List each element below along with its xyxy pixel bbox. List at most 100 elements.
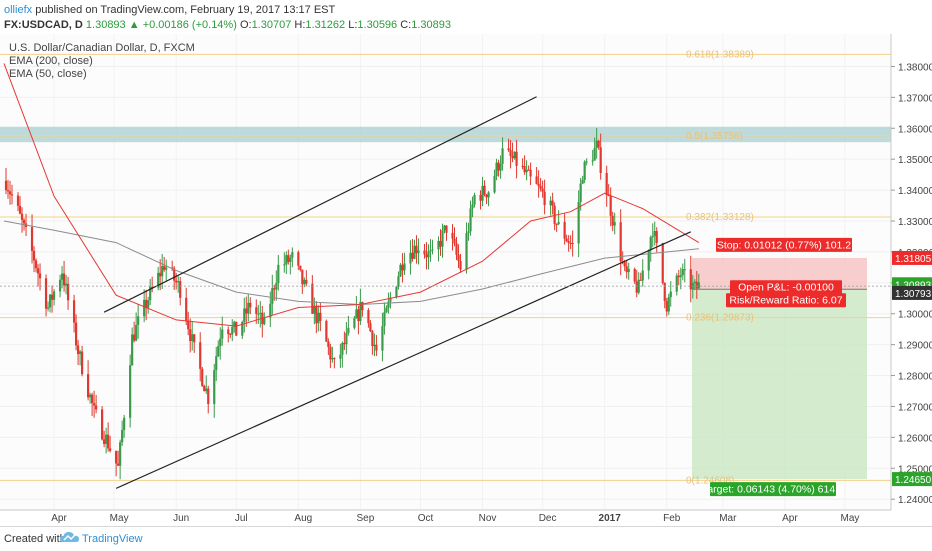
candle-body-150 — [425, 254, 428, 258]
candle-body-189 — [535, 176, 538, 184]
candle-body-122 — [345, 332, 348, 345]
close-value: 1.30893 — [411, 19, 451, 31]
candle-body-131 — [371, 331, 374, 347]
candle-body-226 — [637, 279, 640, 293]
candle-body-235 — [663, 283, 666, 302]
candle-body-200 — [565, 238, 568, 242]
candle-body-114 — [325, 320, 328, 342]
candle-body-90 — [257, 313, 260, 315]
candle-body-205 — [579, 183, 582, 202]
fib-label-4: 0(1.24608) — [686, 475, 734, 486]
tradingview-brand[interactable]: TradingView — [82, 533, 143, 545]
candle-body-227 — [639, 279, 642, 281]
candle-body-142 — [401, 264, 404, 271]
trade-layer: Stop: 0.01012 (0.77%) 101.2 Open P&L: -0.… — [0, 237, 891, 497]
candle-body-134 — [381, 326, 384, 351]
candle-body-159 — [451, 232, 454, 239]
ohlc-line: FX:USDCAD, D 1.30893 ▲ +0.00186 (+0.14%)… — [4, 19, 451, 31]
candle-body-103 — [291, 252, 294, 258]
candle-body-130 — [369, 323, 372, 332]
candle-body-248 — [697, 282, 700, 289]
candle-body-116 — [329, 346, 332, 360]
fib-label-2: 0.382(1.33128) — [686, 212, 754, 223]
candle-body-184 — [521, 165, 524, 167]
candle-body-128 — [361, 302, 364, 311]
entry-price-tag: 1.30793 — [895, 289, 932, 300]
x-tick-label-2: Jun — [173, 513, 189, 524]
candle-body-170 — [481, 185, 484, 201]
candle-body-0 — [4, 180, 8, 191]
candle-body-57 — [163, 266, 166, 270]
candle-body-70 — [201, 368, 204, 386]
stop-price-tag: 1.31805 — [895, 254, 932, 265]
candle-body-67 — [191, 334, 194, 342]
candle-body-172 — [485, 194, 488, 198]
candle-body-89 — [255, 307, 258, 314]
rr-label-box — [726, 293, 846, 308]
x-tick-label-11: Mar — [719, 513, 737, 524]
price-chart[interactable]: 0.618(1.38389) 0.5(1.35756) 0.382(1.33128)… — [0, 34, 932, 526]
candle-body-241 — [679, 275, 682, 278]
target-price-tag: 1.24650 — [895, 475, 932, 486]
candle-body-87 — [247, 302, 250, 314]
candle-body-5 — [18, 205, 22, 214]
candle-body-111 — [315, 305, 318, 324]
candle-body-101 — [287, 255, 290, 262]
y-tick-label-0: 1.38000 — [898, 62, 932, 73]
legend: U.S. Dollar/Canadian Dollar, D, FXCM EMA… — [9, 42, 195, 80]
candle-body-2 — [8, 191, 12, 195]
candle-body-230 — [649, 237, 652, 251]
candle-body-192 — [541, 188, 544, 192]
candle-body-30 — [89, 394, 92, 398]
candle-body-62 — [177, 281, 180, 283]
candle-body-233 — [655, 230, 658, 243]
candle-body-169 — [479, 194, 482, 201]
candle-body-9 — [30, 227, 34, 251]
candle-body-204 — [577, 201, 580, 244]
candle-body-63 — [179, 281, 182, 298]
candle-body-56 — [161, 266, 164, 277]
candle-body-139 — [395, 286, 398, 298]
candle-body-158 — [445, 225, 448, 233]
candle-body-11 — [34, 260, 38, 269]
legend-ema200: EMA (200, close) — [9, 55, 93, 67]
candle-body-187 — [527, 169, 530, 171]
y-tick-label-14: 1.24000 — [898, 495, 932, 506]
candle-body-146 — [413, 245, 416, 259]
ema50-line — [3, 63, 700, 327]
candle-body-213 — [599, 147, 602, 174]
candle-body-68 — [193, 334, 196, 343]
x-tick-label-3: Jul — [235, 513, 248, 524]
candle-body-77 — [219, 338, 222, 347]
candle-body-209 — [591, 160, 594, 162]
candle-body-75 — [215, 356, 218, 371]
candle-body-153 — [431, 249, 434, 251]
author-link[interactable]: olliefx — [4, 4, 33, 16]
candle-body-219 — [619, 222, 622, 262]
candle-body-198 — [557, 221, 560, 225]
legend-ema50: EMA (50, close) — [9, 68, 87, 80]
candle-body-221 — [623, 262, 626, 267]
time-axis[interactable]: Apr May Jun Jul Aug Sep Oct Nov Dec 2017 Feb Mar Apr… — [51, 513, 859, 524]
candle-body-175 — [495, 162, 498, 176]
candle-body-21 — [62, 273, 66, 286]
candle-body-28 — [80, 351, 84, 375]
candle-body-4 — [16, 195, 20, 206]
candle-body-83 — [235, 321, 238, 336]
channel-lower-line — [115, 231, 692, 489]
candle-body-180 — [509, 150, 512, 156]
candle-body-211 — [595, 140, 598, 149]
y-tick-label-1: 1.37000 — [898, 93, 932, 104]
entry-price-tag-box — [892, 285, 932, 300]
candle-body-125 — [355, 309, 358, 319]
candle-body-171 — [483, 185, 486, 195]
candle-body-135 — [383, 312, 386, 327]
candle-body-173 — [487, 192, 490, 198]
candle-body-199 — [563, 221, 566, 239]
candle-body-197 — [555, 223, 558, 225]
candle-body-143 — [403, 263, 406, 271]
candle-body-215 — [607, 195, 610, 197]
x-tick-label-12: Apr — [782, 513, 798, 524]
tradingview-cloud-icon — [60, 532, 79, 542]
candle-body-86 — [245, 308, 248, 314]
